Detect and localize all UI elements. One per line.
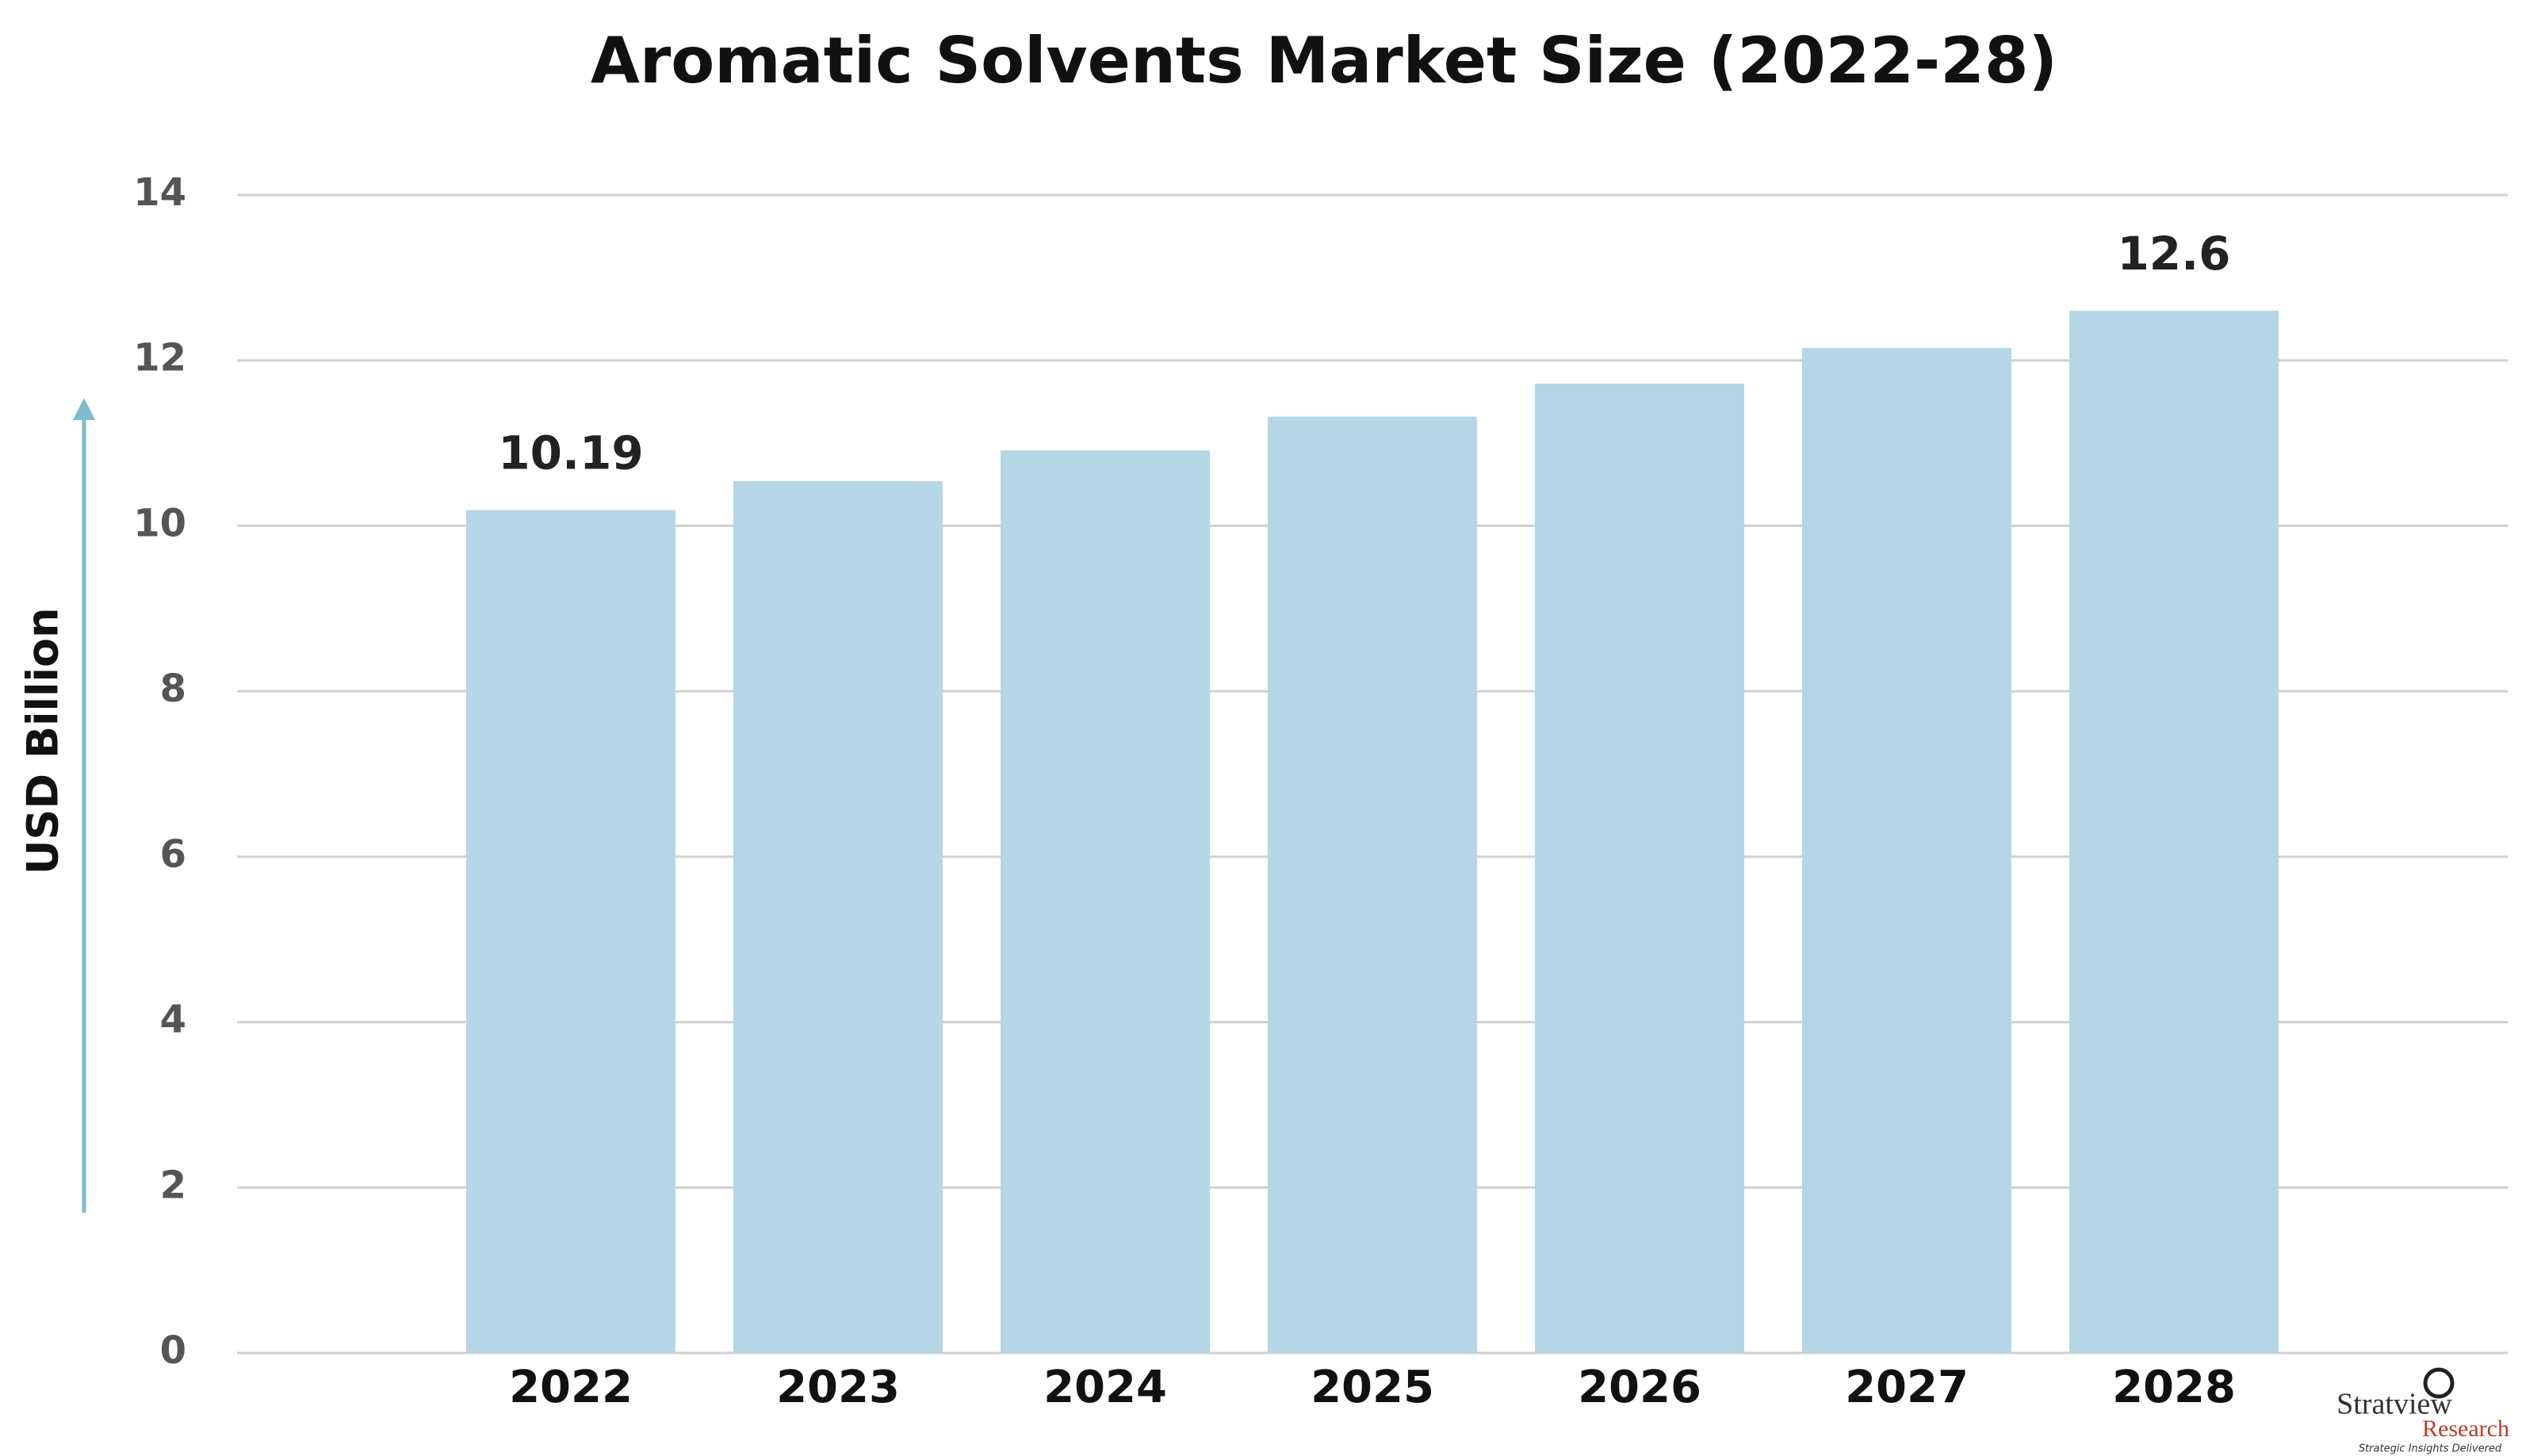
logo-name: Stratview xyxy=(2336,1388,2452,1421)
x-tick-label: 2027 xyxy=(1845,1362,1969,1413)
y-tick-label: 0 xyxy=(160,1328,186,1373)
x-tick-label: 2026 xyxy=(1578,1362,1701,1413)
logo-icon xyxy=(2423,1367,2455,1399)
x-tick-label: 2025 xyxy=(1311,1362,1434,1413)
logo: Stratview Research Strategic Insights De… xyxy=(2336,1367,2509,1455)
y-tick-label: 8 xyxy=(160,667,186,711)
chart-title: Aromatic Solvents Market Size (2022-28) xyxy=(591,24,2057,97)
x-tick-label: 2024 xyxy=(1043,1362,1167,1413)
y-tick-label: 12 xyxy=(133,336,186,380)
data-label: 10.19 xyxy=(498,426,643,480)
y-axis-label: USD Billion xyxy=(18,607,68,874)
bar xyxy=(2069,311,2279,1354)
bar xyxy=(733,481,943,1354)
bar xyxy=(1001,450,1210,1353)
y-tick-label: 14 xyxy=(133,170,186,215)
logo-sub: Research xyxy=(2422,1416,2509,1442)
bar xyxy=(1535,383,1744,1353)
y-tick-label: 2 xyxy=(160,1163,186,1207)
bar xyxy=(466,510,675,1353)
y-tick-label: 10 xyxy=(133,501,186,545)
data-label: 12.6 xyxy=(2117,227,2230,281)
y-tick-label: 6 xyxy=(160,832,186,877)
bar xyxy=(1268,416,1477,1353)
x-tick-label: 2023 xyxy=(776,1362,900,1413)
logo-tagline: Strategic Insights Delivered xyxy=(2359,1443,2502,1455)
y-tick-label: 4 xyxy=(160,998,186,1042)
axis-arrowhead xyxy=(73,398,95,420)
x-tick-label: 2022 xyxy=(509,1362,633,1413)
x-tick-label: 2028 xyxy=(2112,1362,2236,1413)
bar xyxy=(1802,348,2011,1354)
